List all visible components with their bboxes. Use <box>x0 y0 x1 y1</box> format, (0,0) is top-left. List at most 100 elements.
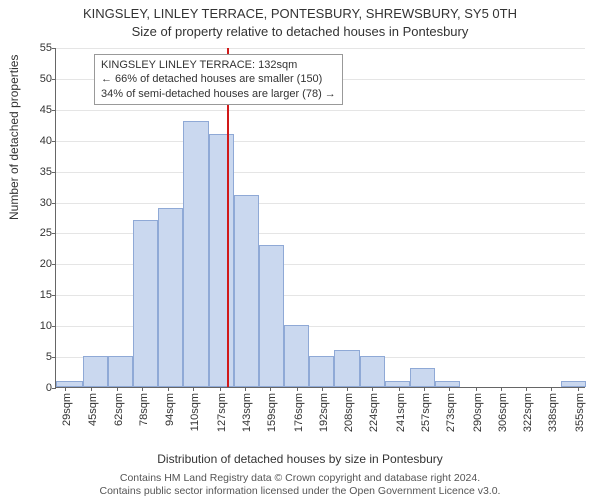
annotation-line: 34% of semi-detached houses are larger (… <box>101 87 336 101</box>
y-tick-mark <box>52 357 56 358</box>
x-tick-label: 355sqm <box>574 393 586 432</box>
x-axis-label: Distribution of detached houses by size … <box>0 452 600 466</box>
x-tick-label: 29sqm <box>61 393 73 426</box>
x-tick-label: 127sqm <box>216 393 228 432</box>
x-tick-mark <box>193 387 194 391</box>
histogram-bar <box>435 381 460 387</box>
x-tick-label: 208sqm <box>343 393 355 432</box>
x-tick-mark <box>142 387 143 391</box>
y-tick-label: 45 <box>40 104 52 116</box>
x-tick-mark <box>220 387 221 391</box>
x-tick-mark <box>501 387 502 391</box>
histogram-bar <box>385 381 410 387</box>
histogram-bar <box>209 134 234 387</box>
histogram-bar <box>83 356 108 387</box>
y-tick-label: 0 <box>46 382 52 394</box>
x-tick-label: 110sqm <box>189 393 201 431</box>
x-tick-label: 241sqm <box>395 393 407 432</box>
y-tick-label: 40 <box>40 135 52 147</box>
x-tick-label: 62sqm <box>113 393 125 426</box>
y-tick-label: 15 <box>40 289 52 301</box>
x-tick-label: 290sqm <box>472 393 484 432</box>
gridline <box>56 141 585 142</box>
histogram-bar <box>234 195 259 387</box>
x-tick-mark <box>270 387 271 391</box>
annotation-line: ← 66% of detached houses are smaller (15… <box>101 72 336 86</box>
x-tick-mark <box>117 387 118 391</box>
x-tick-label: 78sqm <box>138 393 150 426</box>
y-tick-mark <box>52 79 56 80</box>
gridline <box>56 172 585 173</box>
histogram-bar <box>183 121 208 387</box>
histogram-bar <box>410 368 435 387</box>
plot-area: 051015202530354045505529sqm45sqm62sqm78s… <box>55 48 585 388</box>
gridline <box>56 203 585 204</box>
y-tick-mark <box>52 172 56 173</box>
histogram-chart: KINGSLEY, LINLEY TERRACE, PONTESBURY, SH… <box>0 0 600 500</box>
x-tick-label: 94sqm <box>164 393 176 426</box>
x-tick-label: 143sqm <box>241 393 253 432</box>
histogram-bar <box>561 381 586 387</box>
x-tick-mark <box>245 387 246 391</box>
y-tick-label: 20 <box>40 258 52 270</box>
y-tick-mark <box>52 233 56 234</box>
footer-line: Contains HM Land Registry data © Crown c… <box>0 472 600 485</box>
x-tick-mark <box>65 387 66 391</box>
gridline <box>56 48 585 49</box>
y-tick-label: 55 <box>40 42 52 54</box>
gridline <box>56 110 585 111</box>
x-tick-label: 176sqm <box>293 393 305 432</box>
x-tick-mark <box>476 387 477 391</box>
x-tick-label: 45sqm <box>87 393 99 426</box>
x-tick-mark <box>322 387 323 391</box>
histogram-bar <box>158 208 183 387</box>
x-tick-label: 159sqm <box>266 393 278 432</box>
y-tick-mark <box>52 295 56 296</box>
y-tick-mark <box>52 141 56 142</box>
histogram-bar <box>360 356 385 387</box>
y-tick-label: 25 <box>40 227 52 239</box>
histogram-bar <box>259 245 284 387</box>
chart-title: KINGSLEY, LINLEY TERRACE, PONTESBURY, SH… <box>0 6 600 21</box>
y-tick-mark <box>52 264 56 265</box>
y-tick-label: 30 <box>40 197 52 209</box>
x-tick-label: 322sqm <box>522 393 534 432</box>
y-tick-mark <box>52 110 56 111</box>
histogram-bar <box>133 220 158 387</box>
y-tick-mark <box>52 48 56 49</box>
x-tick-mark <box>578 387 579 391</box>
histogram-bar <box>108 356 133 387</box>
y-tick-label: 50 <box>40 73 52 85</box>
histogram-bar <box>284 325 309 387</box>
x-tick-mark <box>449 387 450 391</box>
x-tick-mark <box>399 387 400 391</box>
histogram-bar <box>334 350 359 387</box>
x-tick-mark <box>168 387 169 391</box>
y-tick-mark <box>52 388 56 389</box>
x-tick-mark <box>297 387 298 391</box>
annotation-box: KINGSLEY LINLEY TERRACE: 132sqm ← 66% of… <box>94 54 343 105</box>
x-tick-mark <box>424 387 425 391</box>
annotation-line: KINGSLEY LINLEY TERRACE: 132sqm <box>101 58 336 72</box>
y-axis-label: Number of detached properties <box>7 55 21 220</box>
x-tick-label: 306sqm <box>497 393 509 432</box>
y-tick-label: 10 <box>40 320 52 332</box>
histogram-bar <box>309 356 334 387</box>
x-tick-label: 224sqm <box>368 393 380 432</box>
y-tick-mark <box>52 326 56 327</box>
y-tick-label: 5 <box>46 351 52 363</box>
x-tick-mark <box>91 387 92 391</box>
chart-subtitle: Size of property relative to detached ho… <box>0 24 600 39</box>
footer-line: Contains public sector information licen… <box>0 485 600 498</box>
x-tick-mark <box>551 387 552 391</box>
y-tick-label: 35 <box>40 166 52 178</box>
x-tick-label: 338sqm <box>547 393 559 432</box>
x-tick-label: 273sqm <box>445 393 457 432</box>
x-tick-label: 192sqm <box>318 393 330 432</box>
histogram-bar <box>56 381 83 387</box>
chart-footer: Contains HM Land Registry data © Crown c… <box>0 472 600 498</box>
x-tick-mark <box>347 387 348 391</box>
x-tick-label: 257sqm <box>420 393 432 432</box>
x-tick-mark <box>526 387 527 391</box>
y-tick-mark <box>52 203 56 204</box>
